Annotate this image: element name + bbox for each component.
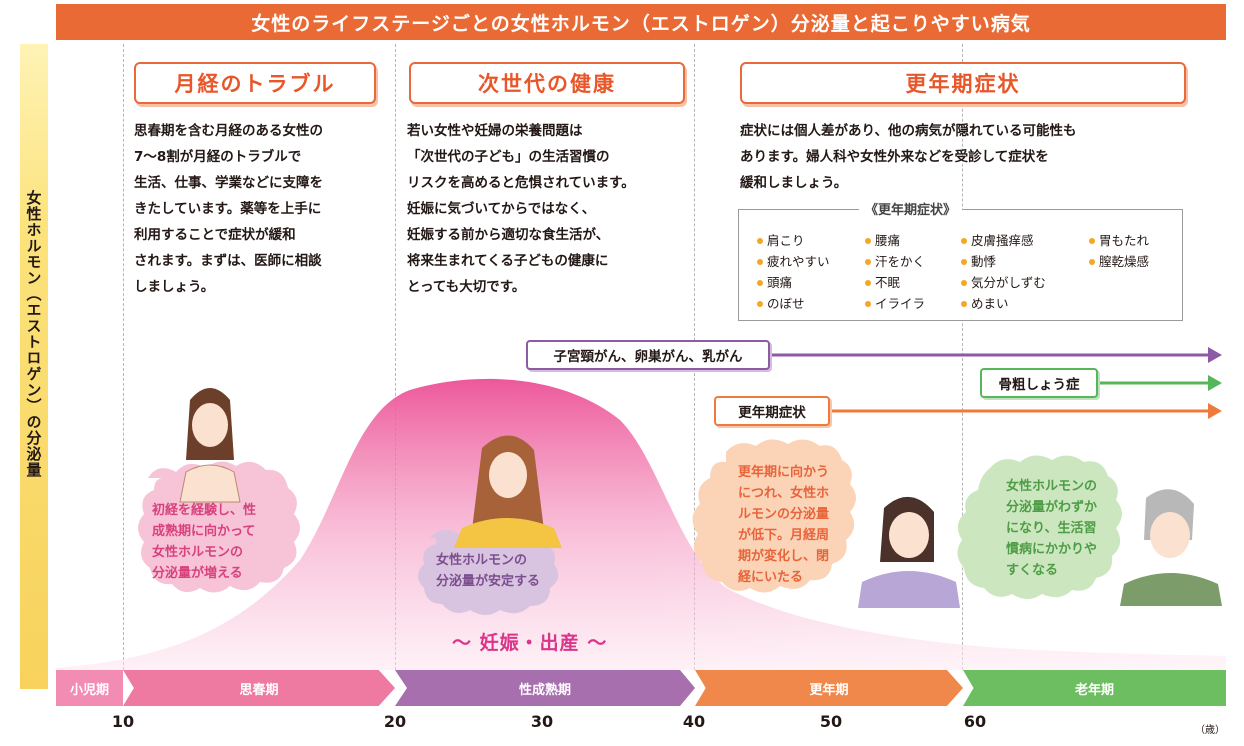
age-tick-50: 50 [819,712,843,731]
stage-sexual-maturity: 性成熟期 [395,670,695,706]
disease-label-cancer: 子宮頸がん、卵巣がん、乳がん [526,340,770,370]
bubble-cloud-4 [957,455,1122,599]
age-unit-label: （歳） [1195,725,1225,736]
section-text-menstrual: 思春期を含む月経のある女性の 7〜8割が月経のトラブルで 生活、仕事、学業などに… [134,123,323,295]
symptom-item: 肩こり [757,230,805,249]
age-tick-60: 60 [963,712,987,731]
age-tick-20: 20 [383,712,407,731]
bubble-text-puberty: 初経を経験し、性 成熟期に向かって 女性ホルモンの 分泌量が増える [152,503,257,581]
divider-age-60 [962,44,963,670]
stage-childhood: 小児期 [56,670,123,706]
symptom-item: めまい [961,293,1009,312]
symptom-item: 胃もたれ [1089,230,1149,249]
symptom-item: 疲れやすい [757,251,830,270]
bubble-cloud-3 [692,439,856,593]
bubble-cloud-1 [138,461,300,593]
symptom-item: 不眠 [865,272,900,291]
middle-aged-woman-illustration [858,496,960,608]
symptom-box-title: 《更年期症状》 [859,199,963,218]
symptom-item: イライラ [865,293,925,312]
symptom-item: 頭痛 [757,272,792,291]
divider-age-10 [123,44,124,670]
symptom-item: のぼせ [757,293,805,312]
divider-age-20 [395,44,396,670]
bubble-text-menopause: 更年期に向かう につれ、女性ホ ルモンの分泌量 が低下。月経周 期が変化し、閉 … [738,465,830,585]
age-tick-40: 40 [682,712,706,731]
elderly-woman-illustration [1120,489,1222,606]
symptom-item: 気分がしずむ [961,272,1046,291]
woman-illustration [454,435,562,548]
age-tick-10: 10 [111,712,135,731]
disease-label-menopause: 更年期症状 [714,396,830,426]
symptom-item: 腰痛 [865,230,900,249]
section-title-menopause: 更年期症状 [740,62,1186,104]
y-axis-band [20,44,48,689]
symptom-item: 膣乾燥感 [1089,251,1149,270]
section-title-next-generation: 次世代の健康 [409,62,685,104]
chart-title: 女性のライフステージごとの女性ホルモン（エストロゲン）分泌量と起こりやすい病気 [56,4,1226,40]
symptom-item: 動悸 [961,251,996,270]
stage-puberty: 思春期 [123,670,395,706]
girl-illustration [179,388,241,503]
section-text-next-generation: 若い女性や妊婦の栄養問題は 「次世代の子ども」の生活習慣の リスクを高めると危惧… [407,123,635,295]
bubble-cloud-2 [418,527,559,615]
bubble-text-old-age: 女性ホルモンの 分泌量がわずか になり、生活習 慣病にかかりや すくなる [1006,479,1098,578]
pregnancy-birth-label: 〜 妊娠・出産 〜 [452,632,608,654]
disease-label-osteoporosis: 骨粗しょう症 [980,368,1098,398]
symptom-item: 汗をかく [865,251,925,270]
section-title-menstrual: 月経のトラブル [134,62,376,104]
stage-old-age: 老年期 [963,670,1226,706]
y-axis-label: 女性ホルモン（エストロゲン）の分泌量 [24,190,43,478]
bubble-text-maturity: 女性ホルモンの 分泌量が安定する [436,553,541,589]
section-text-menopause: 症状には個人差があり、他の病気が隠れている可能性も あります。婦人科や女性外来な… [740,123,1077,191]
stage-menopause: 更年期 [695,670,963,706]
age-tick-30: 30 [530,712,554,731]
symptom-item: 皮膚掻痒感 [961,230,1034,249]
symptom-box: 《更年期症状》 肩こり 疲れやすい 頭痛 のぼせ 腰痛 汗をかく 不眠 イライラ… [738,199,1183,321]
